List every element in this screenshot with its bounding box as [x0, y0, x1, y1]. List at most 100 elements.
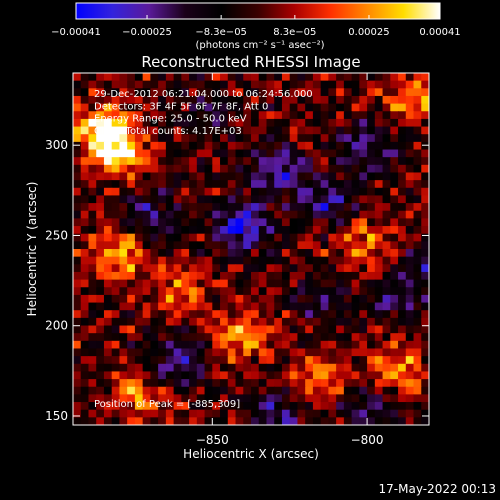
heatmap-cell — [134, 80, 144, 89]
heatmap-cell — [251, 333, 260, 342]
heatmap-cell — [305, 187, 314, 197]
heatmap-cell — [243, 203, 252, 212]
heatmap-cell — [312, 402, 322, 411]
heatmap-cell — [390, 195, 399, 204]
heatmap-cell — [127, 95, 136, 105]
heatmap-cell — [351, 371, 360, 380]
heatmap-cell — [165, 172, 175, 181]
heatmap-cell — [281, 180, 291, 189]
heatmap-cell — [289, 317, 299, 327]
heatmap-cell — [413, 386, 422, 395]
heatmap-cell — [328, 371, 337, 380]
heatmap-cell — [73, 333, 82, 342]
heatmap-cell — [165, 118, 175, 128]
heatmap-cell — [297, 379, 306, 388]
heatmap-cell — [119, 210, 128, 219]
heatmap-cell — [80, 287, 90, 296]
heatmap-cell — [119, 111, 128, 120]
heatmap-cell — [212, 126, 221, 135]
heatmap-cell — [150, 402, 159, 411]
heatmap-cell — [274, 73, 283, 82]
heatmap-cell — [343, 409, 353, 418]
heatmap-cell — [189, 210, 198, 219]
heatmap-cell — [382, 233, 391, 242]
heatmap-cell — [289, 80, 299, 89]
heatmap-cell — [374, 187, 384, 197]
heatmap-cell — [405, 271, 415, 281]
heatmap-cell — [173, 409, 182, 418]
heatmap-cell — [289, 218, 299, 227]
heatmap-cell — [142, 118, 151, 128]
heatmap-cell — [173, 302, 182, 311]
heatmap-cell — [204, 210, 213, 219]
heatmap-cell — [398, 394, 407, 403]
heatmap-cell — [312, 409, 322, 418]
heatmap-cell — [142, 126, 151, 135]
heatmap-cell — [289, 126, 299, 135]
heatmap-cell — [127, 363, 136, 373]
heatmap-cell — [251, 302, 260, 311]
heatmap-cell — [204, 141, 213, 151]
heatmap-cell — [96, 134, 105, 143]
heatmap-cell — [165, 325, 175, 334]
heatmap-cell — [103, 325, 113, 334]
heatmap-cell — [305, 134, 314, 143]
heatmap-cell — [204, 241, 213, 250]
heatmap-cell — [127, 180, 136, 189]
heatmap-cell — [80, 118, 90, 128]
heatmap-cell — [73, 249, 82, 258]
heatmap-cell — [103, 264, 113, 273]
heatmap-cell — [80, 141, 90, 151]
heatmap-cell — [359, 73, 368, 82]
heatmap-cell — [297, 333, 306, 342]
heatmap-cell — [382, 417, 391, 425]
heatmap-cell — [227, 134, 237, 143]
heatmap-cell — [374, 417, 384, 425]
heatmap-cell — [258, 340, 268, 350]
heatmap-cell — [111, 379, 121, 388]
heatmap-cell — [119, 134, 128, 143]
heatmap-cell — [134, 325, 144, 334]
heatmap-cell — [405, 126, 415, 135]
heatmap-cell — [251, 402, 260, 411]
heatmap-cell — [413, 111, 422, 120]
heatmap-cell — [235, 348, 244, 357]
heatmap-cell — [305, 157, 314, 166]
heatmap-cell — [405, 363, 415, 373]
heatmap-cell — [196, 149, 206, 158]
heatmap-cell — [328, 287, 337, 296]
heatmap-cell — [189, 310, 198, 319]
heatmap-cell — [150, 172, 159, 181]
heatmap-cell — [220, 172, 229, 181]
heatmap-cell — [390, 164, 399, 174]
heatmap-cell — [173, 256, 182, 265]
heatmap-cell — [351, 111, 360, 120]
heatmap-cell — [413, 164, 422, 174]
heatmap-cell — [328, 218, 337, 227]
heatmap-cell — [343, 302, 353, 311]
heatmap-cell — [281, 348, 291, 357]
heatmap-cell — [367, 233, 376, 242]
heatmap-cell — [359, 111, 368, 120]
heatmap-cell — [173, 203, 182, 212]
heatmap-cell — [328, 271, 337, 281]
heatmap-cell — [281, 88, 291, 97]
heatmap-cell — [119, 402, 128, 411]
heatmap-cell — [189, 111, 198, 120]
heatmap-cell — [96, 402, 105, 411]
heatmap-cell — [289, 180, 299, 189]
heatmap-cell — [150, 134, 159, 143]
heatmap-cell — [150, 294, 159, 304]
heatmap-cell — [359, 417, 368, 425]
heatmap-cell — [413, 356, 422, 365]
heatmap-cell — [320, 264, 329, 273]
heatmap-cell — [374, 233, 384, 242]
heatmap-cell — [398, 417, 407, 425]
heatmap-cell — [405, 386, 415, 395]
x-axis-label: Heliocentric X (arcsec) — [183, 447, 319, 461]
heatmap-cell — [204, 111, 213, 120]
heatmap-cell — [103, 317, 113, 327]
heatmap-cell — [227, 363, 237, 373]
heatmap-cell — [413, 271, 422, 281]
heatmap-cell — [343, 157, 353, 166]
